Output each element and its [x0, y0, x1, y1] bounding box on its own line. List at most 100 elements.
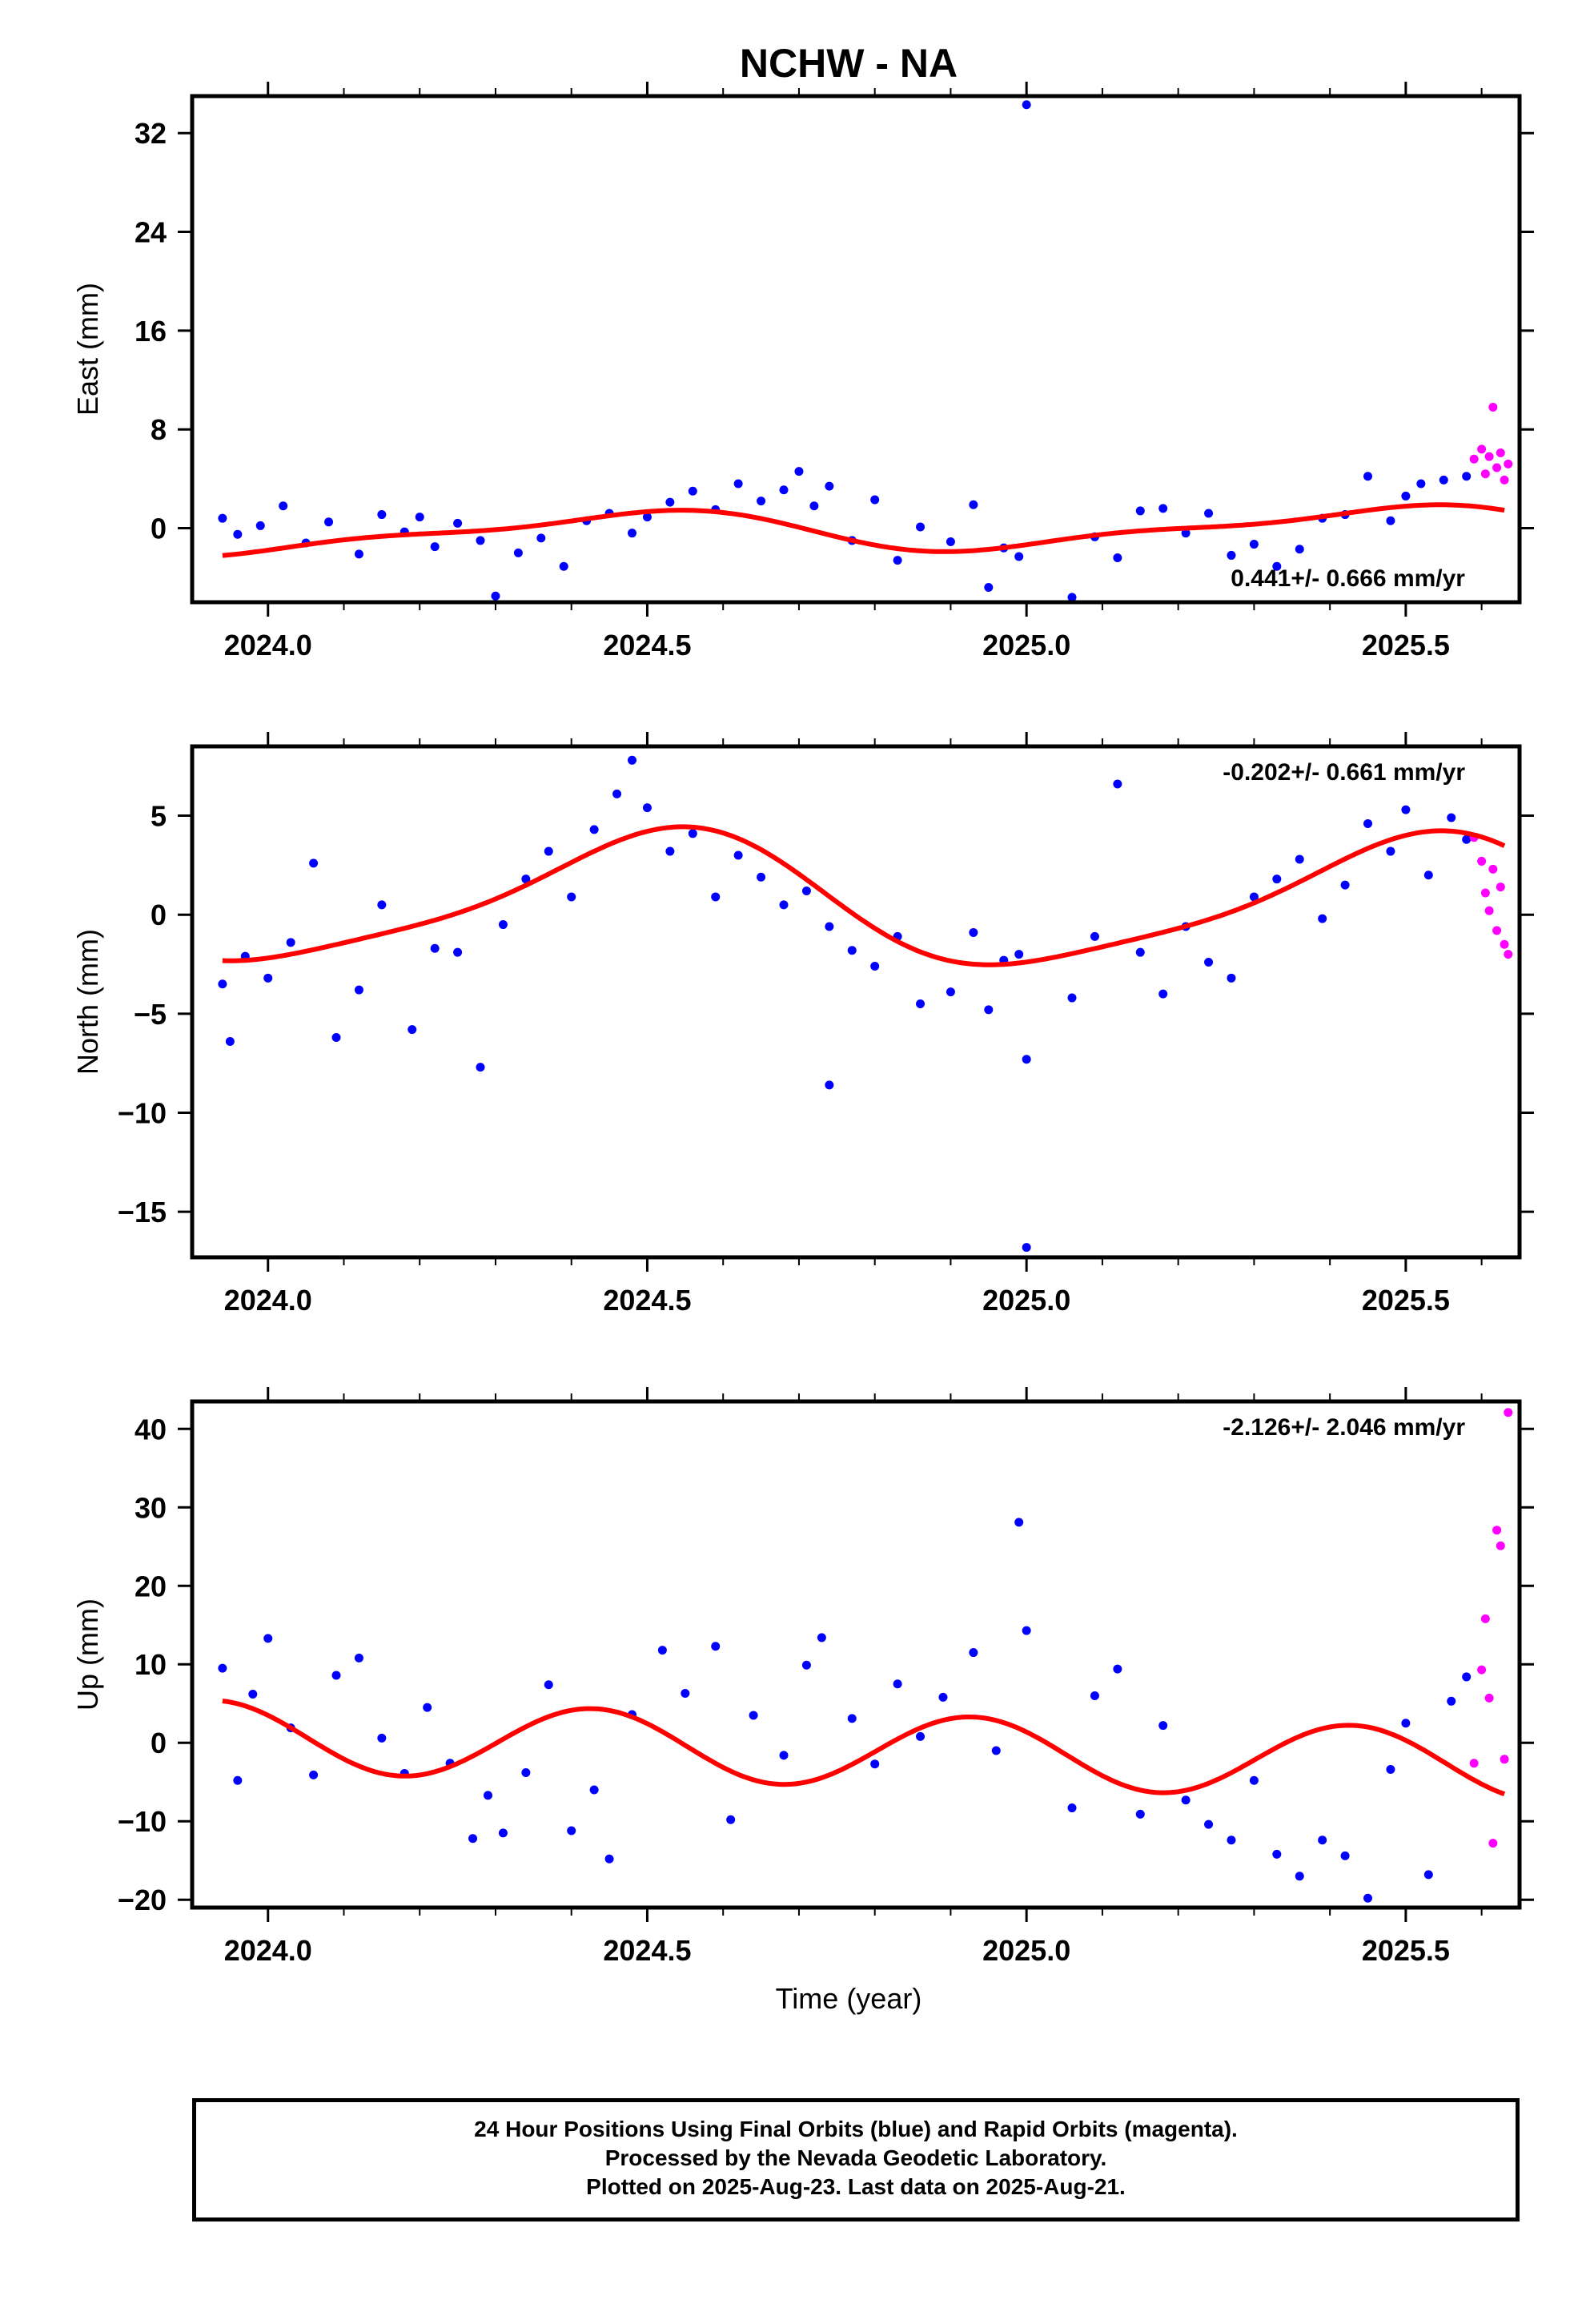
- final-orbit-point: [969, 1648, 978, 1658]
- y-tick-label: 16: [135, 315, 167, 348]
- final-orbit-point: [1014, 950, 1024, 959]
- x-tick-label: 2025.0: [982, 629, 1070, 661]
- y-tick-label: 0: [151, 513, 167, 545]
- rapid-orbit-point: [1500, 475, 1509, 485]
- final-orbit-point: [733, 850, 743, 860]
- final-orbit-point: [1340, 1851, 1350, 1860]
- final-orbit-point: [1014, 552, 1024, 561]
- final-orbit-point: [1022, 1243, 1031, 1252]
- rapid-orbit-point: [1469, 454, 1479, 464]
- final-orbit-point: [430, 542, 440, 552]
- velocity-rate-label: -0.202+/- 0.661 mm/yr: [1223, 759, 1465, 786]
- final-orbit-point: [817, 1633, 826, 1642]
- rapid-orbit-point: [1500, 1755, 1509, 1764]
- y-axis-label: North (mm): [71, 929, 104, 1075]
- final-orbit-point: [1181, 1795, 1191, 1805]
- final-orbit-point: [946, 987, 955, 997]
- rapid-orbit-point: [1477, 856, 1487, 866]
- final-orbit-point: [711, 1642, 721, 1651]
- final-orbit-point: [309, 1770, 319, 1779]
- footer-line-plotted: Plotted on 2025-Aug-23. Last data on 202…: [586, 2174, 1126, 2199]
- final-orbit-point: [423, 1703, 432, 1712]
- rapid-orbit-point: [1469, 1759, 1479, 1768]
- final-orbit-point: [415, 513, 424, 522]
- final-orbit-point: [1423, 1870, 1433, 1880]
- final-orbit-point: [1386, 1765, 1395, 1775]
- final-orbit-point: [233, 529, 243, 539]
- x-tick-label: 2024.0: [224, 629, 312, 661]
- final-orbit-point: [1295, 545, 1304, 554]
- final-orbit-point: [1135, 947, 1145, 957]
- final-orbit-point: [681, 1689, 690, 1699]
- final-orbit-point: [847, 946, 857, 955]
- y-tick-label: −10: [118, 1096, 167, 1129]
- final-orbit-point: [513, 548, 523, 557]
- final-orbit-point: [1462, 472, 1472, 481]
- final-orbit-point: [1113, 553, 1122, 563]
- final-orbit-point: [628, 755, 637, 765]
- final-orbit-point: [286, 938, 295, 947]
- y-axis-label: East (mm): [71, 283, 104, 416]
- final-orbit-point: [559, 561, 568, 571]
- x-tick-label: 2024.5: [603, 629, 691, 661]
- final-orbit-point: [1363, 1893, 1373, 1903]
- final-orbit-point: [567, 892, 576, 902]
- final-orbit-point: [1204, 1819, 1214, 1829]
- final-orbit-point: [1158, 504, 1168, 513]
- final-orbit-point: [870, 1759, 880, 1769]
- final-orbit-point: [984, 583, 994, 593]
- rapid-orbit-point: [1484, 906, 1494, 915]
- final-orbit-point: [1181, 529, 1191, 538]
- final-orbit-point: [984, 1005, 994, 1015]
- panel-frame: [190, 94, 1522, 605]
- final-orbit-point: [354, 1653, 363, 1663]
- final-orbit-point: [1447, 1696, 1456, 1706]
- final-orbit-point: [825, 922, 834, 931]
- final-orbit-point: [354, 985, 363, 995]
- footer-caption: 24 Hour Positions Using Final Orbits (bl…: [192, 2098, 1520, 2221]
- final-orbit-point: [916, 1731, 926, 1741]
- final-orbit-point: [1249, 540, 1259, 549]
- velocity-rate-label: -2.126+/- 2.046 mm/yr: [1223, 1414, 1465, 1441]
- final-orbit-point: [536, 533, 546, 543]
- final-orbit-point: [476, 1063, 485, 1072]
- final-orbit-point: [604, 1854, 614, 1864]
- y-tick-label: −15: [118, 1196, 167, 1228]
- final-orbit-point: [1318, 1835, 1327, 1845]
- rapid-orbit-point: [1496, 1541, 1505, 1550]
- final-orbit-point: [1423, 870, 1433, 880]
- x-tick-label: 2025.0: [982, 1284, 1070, 1317]
- final-orbit-point: [688, 486, 697, 496]
- x-tick-label: 2024.0: [224, 1284, 312, 1317]
- final-orbit-point: [1272, 875, 1282, 884]
- final-orbit-point: [1227, 550, 1236, 560]
- final-orbit-point: [1447, 813, 1456, 822]
- final-orbit-point: [1067, 993, 1077, 1003]
- rapid-orbit-point: [1492, 463, 1502, 472]
- final-orbit-point: [1113, 779, 1122, 789]
- final-orbit-point: [377, 1733, 387, 1743]
- rapid-orbit-point: [1484, 452, 1494, 461]
- final-orbit-point: [248, 1689, 258, 1699]
- final-orbit-point: [521, 1767, 531, 1777]
- final-orbit-point: [847, 1714, 857, 1723]
- final-orbit-point: [1022, 1626, 1031, 1635]
- final-orbit-point: [1340, 880, 1350, 890]
- final-orbit-point: [1295, 1872, 1304, 1881]
- velocity-rate-label: 0.441+/- 0.666 mm/yr: [1231, 565, 1465, 592]
- final-orbit-point: [628, 529, 637, 538]
- final-orbit-point: [893, 556, 902, 565]
- final-orbit-point: [1363, 818, 1373, 828]
- x-tick-label: 2025.5: [1362, 1284, 1450, 1317]
- final-orbit-point: [969, 500, 978, 509]
- panel-frame: [190, 1399, 1522, 1910]
- final-orbit-point: [612, 789, 622, 798]
- final-orbit-point: [1386, 516, 1395, 525]
- footer-line-orbits: 24 Hour Positions Using Final Orbits (bl…: [474, 2117, 1238, 2141]
- rapid-orbit-point: [1480, 888, 1490, 898]
- plot-area: [218, 1408, 1513, 1903]
- final-orbit-point: [1318, 914, 1327, 923]
- final-orbit-point: [779, 485, 789, 495]
- plot-area: [218, 755, 1513, 1252]
- final-orbit-point: [801, 1660, 811, 1670]
